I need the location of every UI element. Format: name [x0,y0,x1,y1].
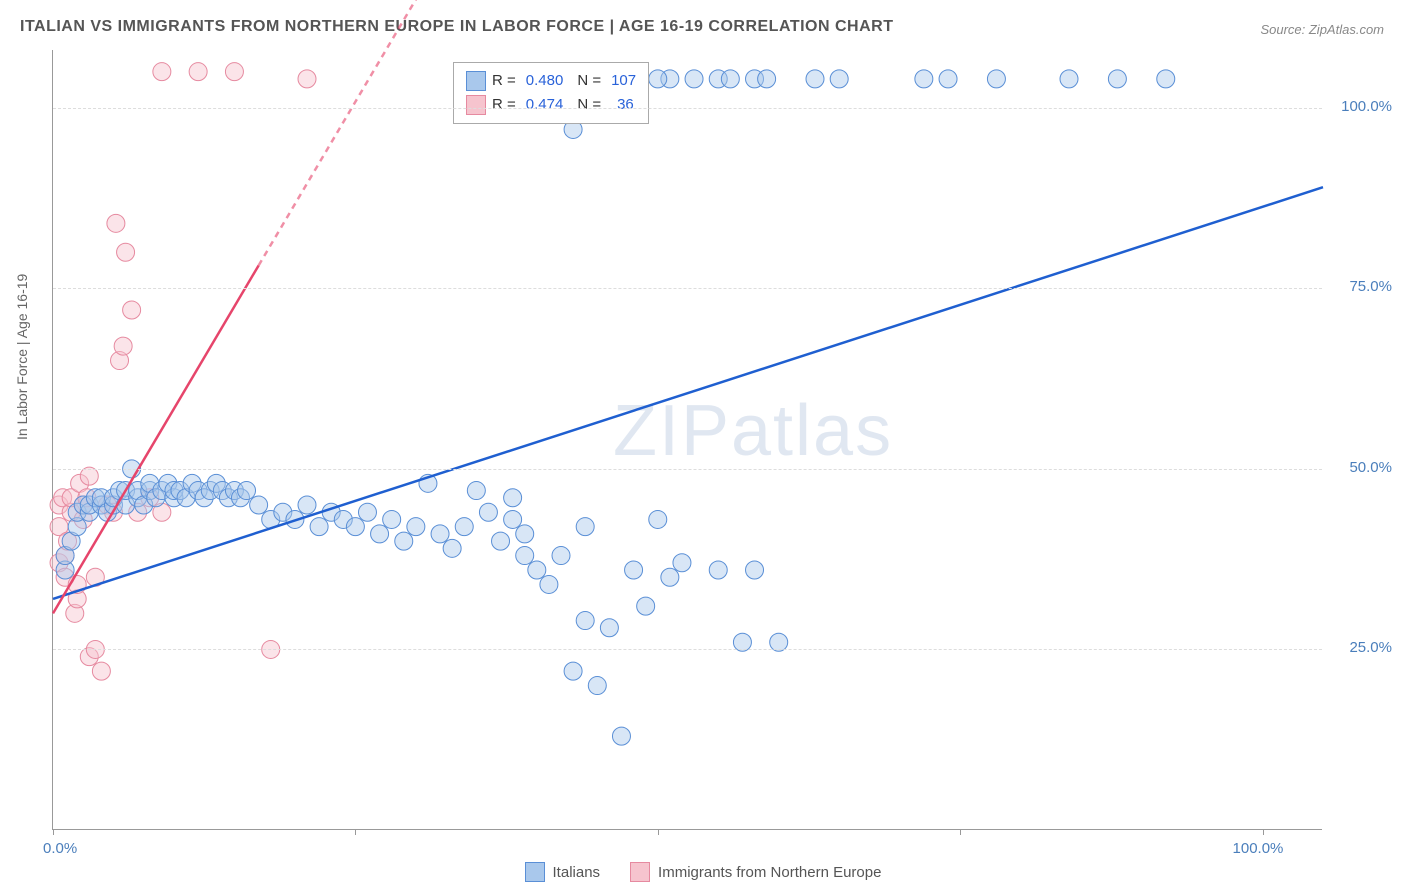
legend-r-value-immigrants: 0.474 [526,93,564,117]
y-tick-label: 100.0% [1332,98,1392,115]
data-point [564,662,582,680]
data-point [189,63,207,81]
data-point [528,561,546,579]
legend-swatch-immigrants-bottom [630,862,650,882]
data-point [576,612,594,630]
data-point [830,70,848,88]
data-point [649,510,667,528]
data-point [383,510,401,528]
data-point [516,547,534,565]
legend-n-label: N = [577,93,601,117]
data-point [600,619,618,637]
scatter-svg [53,50,1322,829]
data-point [588,677,606,695]
data-point [540,575,558,593]
source-credit: Source: ZipAtlas.com [1260,22,1384,37]
x-tick-label: 100.0% [1233,840,1284,857]
data-point [371,525,389,543]
legend-n-value-italians: 107 [611,69,636,93]
legend-swatch-italians [466,71,486,91]
legend-row-immigrants: R = 0.474 N = 36 [466,93,636,117]
legend-r-value-italians: 0.480 [526,69,564,93]
data-point [649,70,667,88]
data-point [455,518,473,536]
data-point [915,70,933,88]
legend-r-label: R = [492,69,516,93]
legend-swatch-immigrants [466,95,486,115]
data-point [625,561,643,579]
legend-n-value-immigrants: 36 [617,93,634,117]
chart-title: ITALIAN VS IMMIGRANTS FROM NORTHERN EURO… [20,18,893,36]
data-point [407,518,425,536]
data-point [709,561,727,579]
data-point [238,482,256,500]
data-point [92,662,110,680]
x-tick-label: 0.0% [43,840,77,857]
data-point [107,214,125,232]
data-point [114,337,132,355]
data-point [492,532,510,550]
data-point [358,503,376,521]
plot-area: ZIPatlas R = 0.480 N = 107 R = 0.474 N =… [52,50,1322,830]
legend-swatch-italians-bottom [525,862,545,882]
data-point [346,518,364,536]
data-point [123,301,141,319]
data-point [298,496,316,514]
data-point [1157,70,1175,88]
data-point [806,70,824,88]
data-point [673,554,691,572]
data-point [721,70,739,88]
y-tick-label: 50.0% [1332,459,1392,476]
data-point [939,70,957,88]
data-point [310,518,328,536]
data-point [1060,70,1078,88]
data-point [117,243,135,261]
series-label-italians: Italians [553,864,601,881]
series-legend-italians: Italians [525,862,601,882]
series-label-immigrants: Immigrants from Northern Europe [658,864,881,881]
data-point [612,727,630,745]
y-tick-label: 25.0% [1332,639,1392,656]
data-point [1108,70,1126,88]
data-point [758,70,776,88]
legend-row-italians: R = 0.480 N = 107 [466,69,636,93]
data-point [552,547,570,565]
data-point [431,525,449,543]
data-point [987,70,1005,88]
data-point [685,70,703,88]
data-point [250,496,268,514]
data-point [504,510,522,528]
correlation-legend: R = 0.480 N = 107 R = 0.474 N = 36 [453,62,649,124]
data-point [153,63,171,81]
data-point [576,518,594,536]
data-point [637,597,655,615]
data-point [467,482,485,500]
data-point [479,503,497,521]
y-tick-label: 75.0% [1332,278,1392,295]
data-point [504,489,522,507]
data-point [225,63,243,81]
series-legend: Italians Immigrants from Northern Europe [0,862,1406,882]
trend-line [53,187,1323,599]
series-legend-immigrants: Immigrants from Northern Europe [630,862,881,882]
y-axis-label: In Labor Force | Age 16-19 [14,274,30,440]
legend-r-label: R = [492,93,516,117]
data-point [395,532,413,550]
data-point [661,568,679,586]
legend-n-label: N = [577,69,601,93]
data-point [516,525,534,543]
data-point [746,561,764,579]
data-point [298,70,316,88]
data-point [443,539,461,557]
